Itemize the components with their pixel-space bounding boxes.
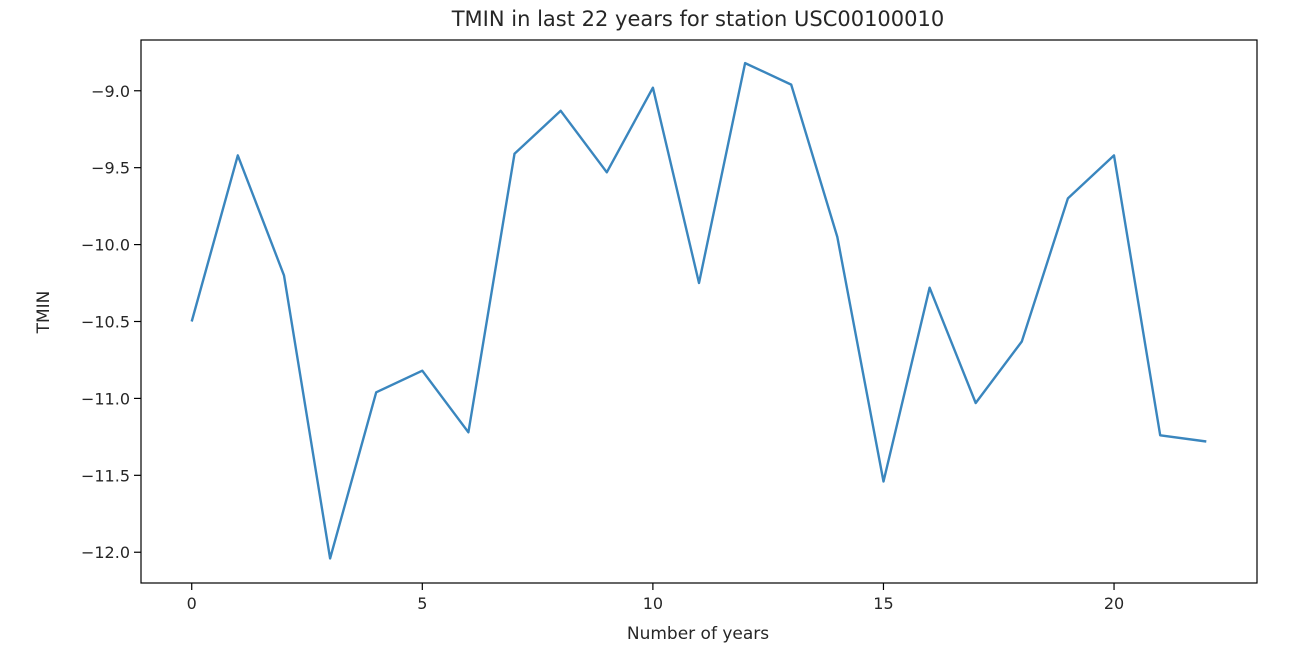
x-tick-label: 15 [873,594,893,613]
plot-frame [140,39,1258,584]
y-axis-label: TMIN [34,291,54,335]
y-axis: −9.0 −9.5 −10.0 −10.5 −11.0 −11.5 −12.0 [81,82,141,562]
x-tick-label: 20 [1104,594,1124,613]
plot-area [190,61,1207,560]
x-tick-label: 10 [643,594,663,613]
x-axis-label: Number of years [627,624,769,644]
y-tick-label: −11.0 [81,389,130,408]
y-tick-label: −11.5 [81,466,130,485]
x-tick-label: 0 [187,594,197,613]
series-line-0 [190,61,1207,560]
x-axis: 0 5 10 15 20 [187,583,1124,613]
y-tick-label: −12.0 [81,543,130,562]
chart-title: TMIN in last 22 years for station USC001… [451,7,945,31]
y-tick-label: −9.0 [91,82,130,101]
x-tick-label: 5 [417,594,427,613]
y-tick-label: −9.5 [91,159,130,178]
y-tick-label: −10.5 [81,312,130,331]
y-tick-label: −10.0 [81,236,130,255]
